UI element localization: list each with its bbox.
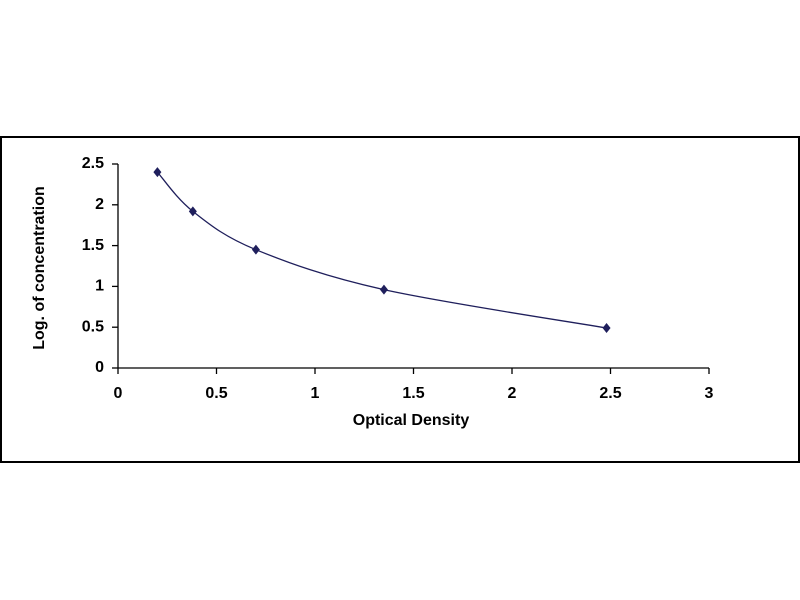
y-tick-label: 2.5 xyxy=(82,155,104,172)
x-tick-label: 1.5 xyxy=(402,385,424,402)
x-tick-label: 2.5 xyxy=(599,385,621,402)
data-point xyxy=(188,206,197,217)
x-tick-label: 3 xyxy=(705,385,714,402)
data-point xyxy=(251,244,260,255)
y-tick-label: 1 xyxy=(95,278,104,295)
data-point xyxy=(153,167,162,178)
x-tick-label: 0.5 xyxy=(205,385,227,402)
x-axis-label: Optical Density xyxy=(353,412,470,429)
y-tick-label: 0 xyxy=(95,359,104,376)
y-tick-label: 2 xyxy=(95,196,104,213)
x-tick-label: 1 xyxy=(311,385,320,402)
data-point xyxy=(602,323,611,334)
data-point xyxy=(379,284,388,295)
y-tick-label: 0.5 xyxy=(82,318,104,335)
chart-frame xyxy=(0,136,800,463)
y-tick-label: 1.5 xyxy=(82,237,104,254)
x-tick-label: 2 xyxy=(508,385,517,402)
x-tick-label: 0 xyxy=(114,385,123,402)
y-axis-label: Log. of concentration xyxy=(31,186,48,350)
